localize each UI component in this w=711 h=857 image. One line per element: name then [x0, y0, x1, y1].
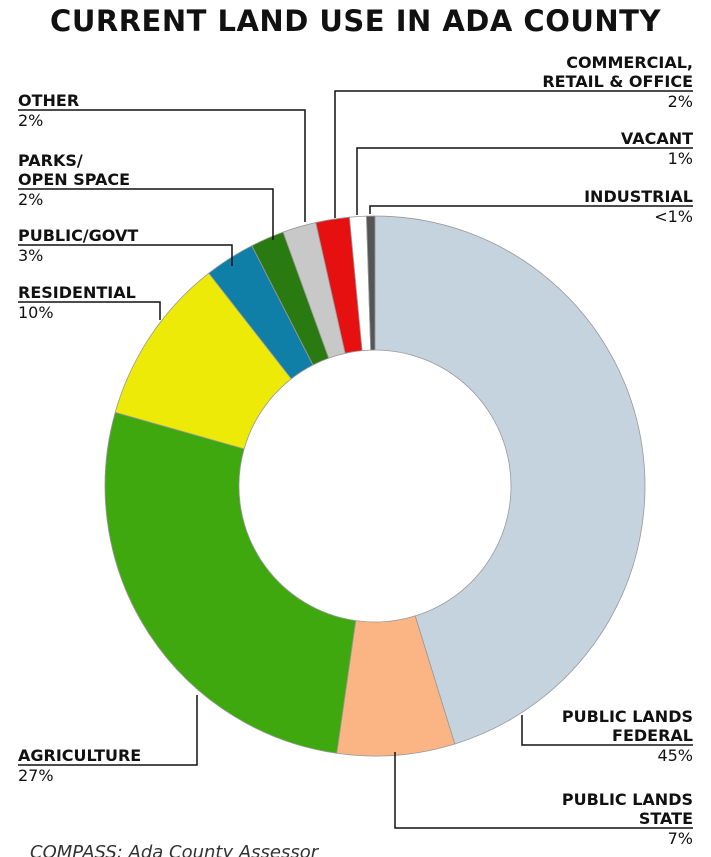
category-label: PUBLIC/GOVT: [18, 226, 139, 245]
leader-line: [334, 90, 693, 218]
source: COMPASS: Ada County Assessor: [30, 842, 319, 857]
leader-line: [521, 715, 693, 746]
donut-segment: [374, 215, 646, 745]
leader-line: [394, 752, 693, 829]
leader-line: [18, 244, 233, 266]
category-label: PARKS/ OPEN SPACE: [18, 151, 131, 189]
donut-segment: [104, 411, 357, 754]
value-label: 7%: [667, 829, 693, 848]
leader-line: [18, 188, 274, 240]
leader-line: [18, 695, 198, 766]
chart-title: CURRENT LAND USE IN ADA COUNTY: [50, 4, 661, 38]
value-label: 3%: [18, 246, 44, 265]
category-label: AGRICULTURE: [18, 746, 142, 765]
leader-line: [356, 147, 693, 215]
category-label: OTHER: [18, 91, 80, 110]
value-label: 45%: [657, 746, 693, 765]
value-label: 2%: [18, 111, 44, 130]
category-label: VACANT: [620, 129, 693, 148]
value-label: 10%: [18, 303, 54, 322]
leader-line: [369, 205, 693, 214]
value-label: 2%: [18, 190, 44, 209]
value-label: 1%: [667, 149, 693, 168]
category-label: COMMERCIAL, RETAIL & OFFICE: [542, 53, 693, 91]
leader-line: [18, 301, 161, 320]
value-label: 2%: [667, 92, 693, 111]
donut-segment: [366, 215, 376, 351]
leader-line: [18, 109, 306, 222]
category-label: PUBLIC LANDS STATE: [561, 790, 693, 828]
category-label: PUBLIC LANDS FEDERAL: [561, 707, 693, 745]
value-label: <1%: [654, 207, 693, 226]
category-label: RESIDENTIAL: [18, 283, 136, 302]
category-label: INDUSTRIAL: [584, 187, 693, 206]
value-label: 27%: [18, 766, 54, 785]
